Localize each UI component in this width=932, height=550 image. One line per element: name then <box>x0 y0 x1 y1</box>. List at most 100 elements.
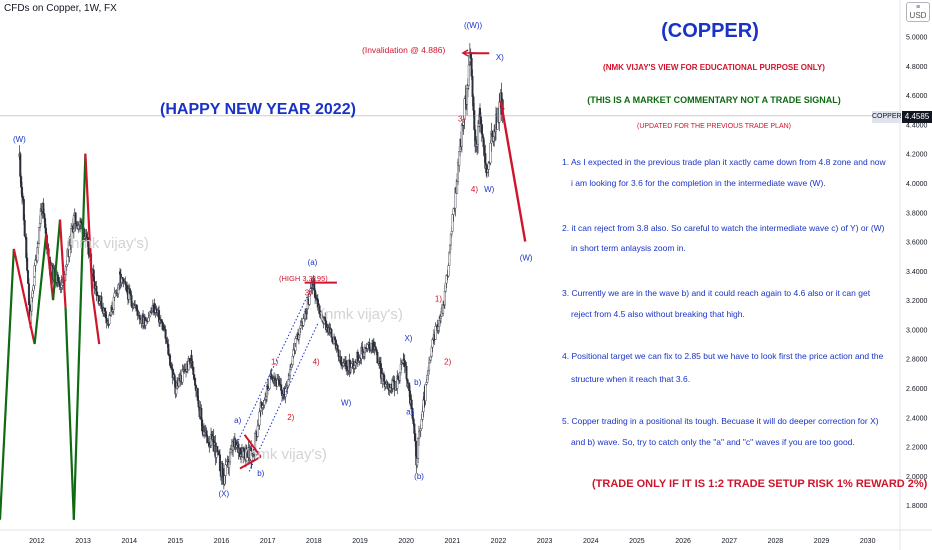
price-tick-label: 3.6000 <box>906 240 928 247</box>
wave-label: 3) <box>458 115 465 124</box>
candle-body <box>224 464 227 476</box>
candle-body <box>471 76 474 97</box>
time-tick-label: 2029 <box>814 538 830 545</box>
channel-line <box>234 282 315 447</box>
candle-body <box>336 345 339 350</box>
time-tick-label: 2016 <box>214 538 230 545</box>
new-year-note: (HAPPY NEW YEAR 2022) <box>160 101 356 118</box>
candle-body <box>197 400 200 408</box>
channel-line <box>248 321 319 472</box>
candle-body <box>108 314 111 325</box>
update-note: (UPDATED FOR THE PREVIOUS TRADE PLAN) <box>636 123 792 130</box>
candle-body <box>302 317 305 326</box>
impulse-zigzag-segment <box>12 248 36 345</box>
wave-label: W) <box>341 399 352 408</box>
watermark-3: (nmk vijay's) <box>244 446 327 463</box>
candle-body <box>113 292 116 298</box>
candle-body <box>424 384 427 401</box>
candle-body <box>434 326 437 340</box>
price-tick-label: 4.4000 <box>906 122 928 129</box>
wave-label: b) <box>257 469 264 478</box>
candle-body <box>331 337 334 341</box>
time-tick-label: 2020 <box>398 538 414 545</box>
impulse-zigzag-segment <box>58 219 67 308</box>
time-tick-label: 2018 <box>306 538 322 545</box>
time-tick-label: 2023 <box>537 538 553 545</box>
price-axis: 5.0000 4.8000 4.6000 4.4000 4.2000 4.0000 3.80… <box>899 0 928 550</box>
candle-body <box>450 230 453 235</box>
price-tick-label: 4.8000 <box>906 64 928 71</box>
time-axis: 2012 2013 2014 2015 2016 2017 2018 2019 2020 2021… <box>0 529 932 545</box>
candle-body <box>263 400 266 406</box>
wave-label: (b) <box>414 472 424 481</box>
candle-body <box>192 366 195 375</box>
level-marker-line <box>239 455 262 470</box>
wave-label: (W) <box>520 254 533 263</box>
price-tick-label: 2.8000 <box>906 357 928 364</box>
candle-body <box>443 290 446 306</box>
wave-label: 2) <box>287 413 294 422</box>
price-tick-label: 3.2000 <box>906 298 928 305</box>
candle-body <box>330 329 333 338</box>
candle-body <box>428 362 431 371</box>
watermark-2: (nmk vijay's) <box>320 306 403 323</box>
price-tick-label: 3.4000 <box>906 269 928 276</box>
impulse-zigzag-segment <box>45 234 55 301</box>
impulse-zigzag-segment <box>84 153 94 293</box>
impulse-zigzag-segment <box>64 307 75 520</box>
point-5-line-2: and b) wave. So, try to catch only the "… <box>571 437 855 447</box>
price-tick-label: 2.2000 <box>906 445 928 452</box>
candle-body <box>414 433 417 442</box>
price-tick-label: 1.8000 <box>906 503 928 510</box>
point-2-line-2: in short term anlaysis zoom in. <box>571 243 686 253</box>
price-tick-label: 3.8000 <box>906 210 928 217</box>
overlays <box>0 49 900 520</box>
candle-body <box>487 162 490 170</box>
time-tick-label: 2027 <box>721 538 737 545</box>
impulse-zigzag-segment <box>91 292 101 345</box>
menu-icon: ≡ <box>915 4 921 11</box>
price-tick-label: 4.6000 <box>906 93 928 100</box>
disclaimer-2: (THIS IS A MARKET COMMENTARY NOT A TRADE… <box>587 95 841 105</box>
current-price-tag: 4.4585 <box>902 111 932 123</box>
wave-label: (a) <box>308 258 318 267</box>
wave-label: 4) <box>471 185 478 194</box>
price-tick-label: 2.0000 <box>906 474 928 481</box>
invalidation-label: (Invalidation @ 4.886) <box>362 45 446 55</box>
arrow-left-icon <box>461 49 476 57</box>
point-3-line-1: 3. Currently we are in the wave b) and i… <box>562 288 871 298</box>
impulse-zigzag-segment <box>72 153 87 520</box>
candle-body <box>26 257 29 271</box>
candle-body <box>477 126 480 145</box>
point-3-line-2: reject from 4.5 also without breaking th… <box>571 309 745 319</box>
time-tick-label: 2019 <box>352 538 368 545</box>
candle-body <box>447 265 450 277</box>
time-tick-label: 2022 <box>491 538 507 545</box>
wave-label: 4) <box>313 358 320 367</box>
currency-selector[interactable]: ≡ USD <box>906 2 930 22</box>
point-4-line-2: structure when it reach that 3.6. <box>571 374 691 384</box>
impulse-zigzag-segment <box>0 248 15 520</box>
symbol-name-tag: COPPER <box>872 111 902 123</box>
candle-body <box>136 309 139 316</box>
wave-label: (W) <box>13 135 26 144</box>
wave-label: (X) <box>219 489 230 498</box>
price-tick-label: 3.0000 <box>906 327 928 334</box>
price-tick-label: 2.4000 <box>906 415 928 422</box>
candle-body <box>337 349 340 357</box>
currency-code: USD <box>909 11 927 20</box>
candle-body <box>164 329 167 339</box>
time-tick-label: 2025 <box>629 538 645 545</box>
price-tick-label: 4.0000 <box>906 181 928 188</box>
time-tick-label: 2026 <box>675 538 691 545</box>
chart-title: (COPPER) <box>661 20 759 42</box>
time-tick-label: 2028 <box>768 538 784 545</box>
time-tick-label: 2021 <box>445 538 461 545</box>
wave-label: X) <box>496 53 504 62</box>
point-5-line-1: 5. Copper trading in a positional its to… <box>562 416 879 426</box>
wave-label: X) <box>404 334 412 343</box>
point-2-line-1: 2. it can reject from 3.8 also. So caref… <box>562 223 885 233</box>
wave-label: 1) <box>271 358 278 367</box>
time-tick-label: 2015 <box>168 538 184 545</box>
